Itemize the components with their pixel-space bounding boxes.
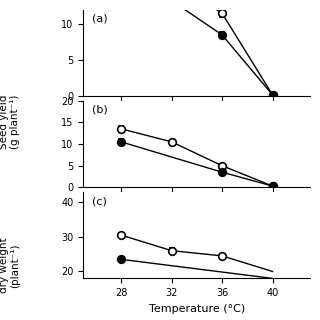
Text: (c): (c) <box>92 196 107 206</box>
X-axis label: Temperature (°C): Temperature (°C) <box>149 304 245 314</box>
Text: (a): (a) <box>92 14 108 24</box>
Text: dry weight
(plant⁻¹): dry weight (plant⁻¹) <box>0 238 20 293</box>
Text: (b): (b) <box>92 105 108 115</box>
Text: Seed yield
(g plant⁻¹): Seed yield (g plant⁻¹) <box>0 94 20 149</box>
